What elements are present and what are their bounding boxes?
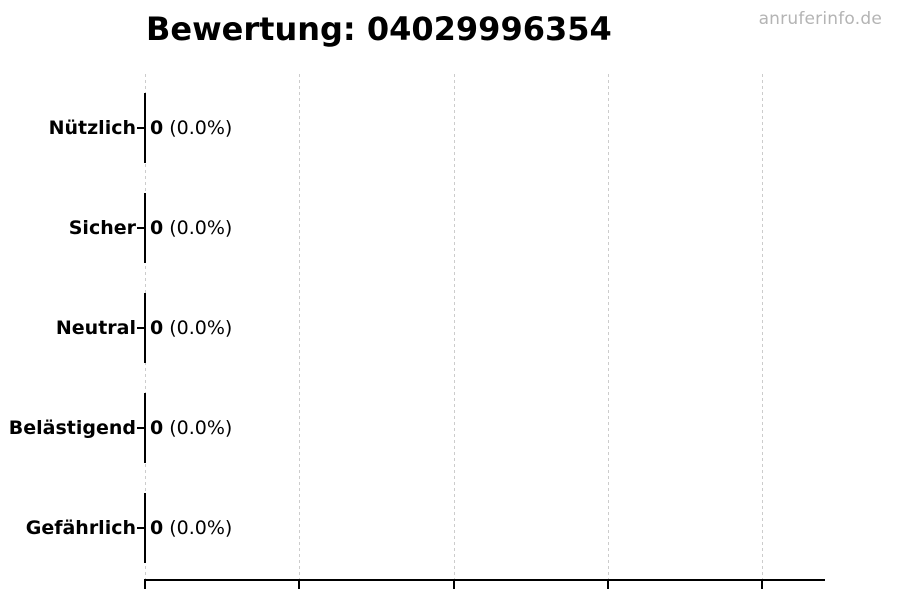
bar-zero-outline [144,393,146,463]
bar-zero-outline [144,293,146,363]
x-axis-tick [761,581,763,589]
x-gridline [454,74,455,581]
value-label: 0 (0.0%) [150,217,232,239]
watermark: anruferinfo.de [758,9,882,29]
value-percent: (0.0%) [169,417,233,439]
chart-title: Bewertung: 04029996354 [146,10,612,48]
value-count: 0 [150,117,164,139]
value-label: 0 (0.0%) [150,517,232,539]
x-axis-line [144,579,825,581]
category-label: Sicher [68,217,136,239]
category-label: Belästigend [8,417,136,439]
value-label: 0 (0.0%) [150,117,232,139]
value-label: 0 (0.0%) [150,317,232,339]
x-axis-tick [453,581,455,589]
value-percent: (0.0%) [169,517,233,539]
value-percent: (0.0%) [169,317,233,339]
bar-zero-outline [144,193,146,263]
x-gridline [299,74,300,581]
value-count: 0 [150,317,164,339]
value-label: 0 (0.0%) [150,417,232,439]
category-label: Neutral [55,317,136,339]
x-axis-tick [298,581,300,589]
y-axis-tick [137,427,144,429]
y-axis-tick [137,127,144,129]
x-gridline [762,74,763,581]
category-label: Nützlich [48,117,136,139]
value-count: 0 [150,417,164,439]
category-label: Gefährlich [25,517,136,539]
y-axis-tick [137,527,144,529]
value-percent: (0.0%) [169,217,233,239]
bar-zero-outline [144,93,146,163]
x-axis-tick [144,581,146,589]
bar-zero-outline [144,493,146,563]
y-axis-tick [137,227,144,229]
y-axis-tick [137,327,144,329]
value-count: 0 [150,517,164,539]
value-count: 0 [150,217,164,239]
value-percent: (0.0%) [169,117,233,139]
x-axis-tick [607,581,609,589]
x-gridline [608,74,609,581]
plot-area [145,74,822,581]
